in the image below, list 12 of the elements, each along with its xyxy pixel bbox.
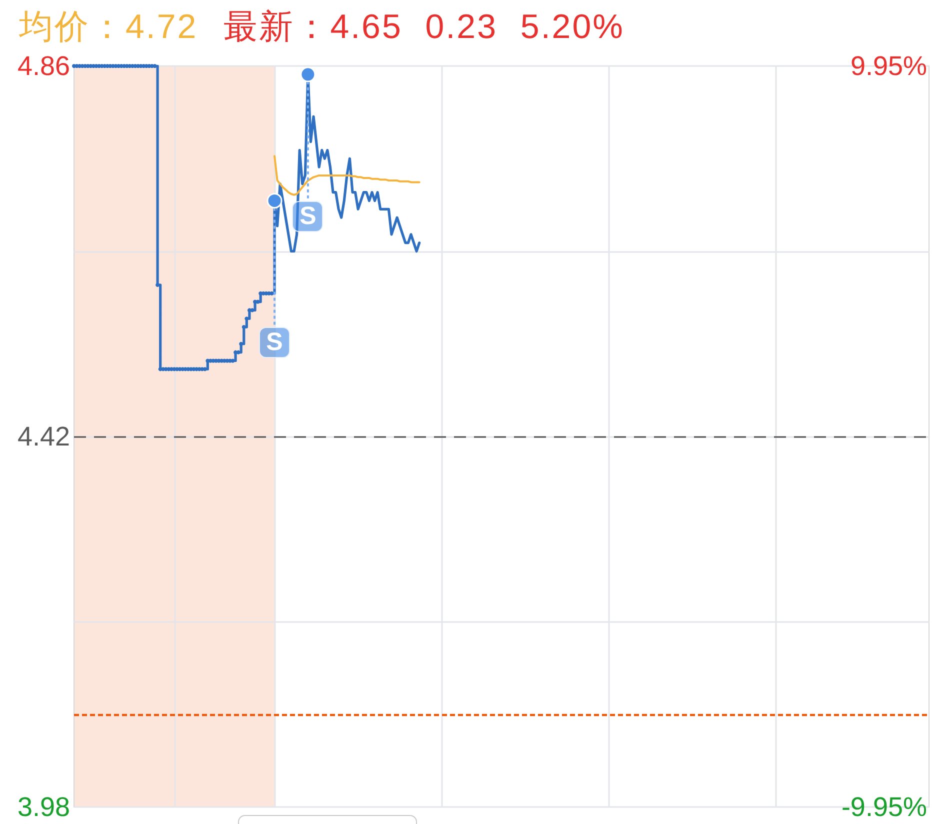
badge: S [259,327,290,358]
line-series [274,155,420,196]
text: 均价：4.72 [19,8,198,46]
y-tick-label: 4.42 [17,422,70,452]
y-tick-label: 3.98 [17,792,70,822]
badge: S [292,200,324,232]
annotation: S [300,202,316,230]
annotation: S [266,328,283,356]
y2-tick-label: -9.95% [841,792,927,822]
y-tick-label: 4.86 [17,51,70,81]
text: 最新：4.65 0.23 5.20% [224,8,624,46]
y2-tick-label: 9.95% [850,51,927,81]
